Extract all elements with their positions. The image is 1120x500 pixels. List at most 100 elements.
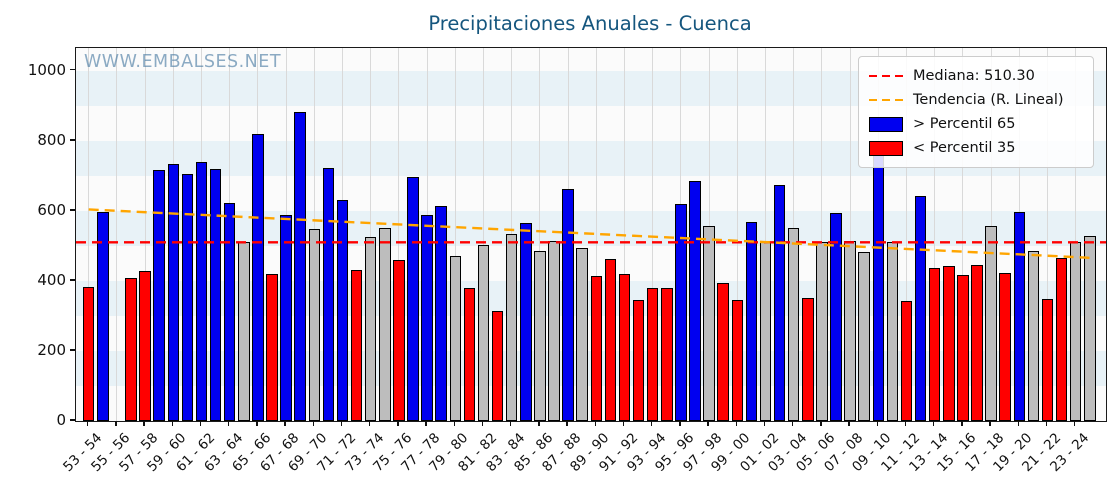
bar-06-07	[830, 212, 842, 421]
legend: Mediana: 510.30 Tendencia (R. Lineal) > …	[858, 56, 1094, 168]
xtick-mark-75-76	[397, 421, 399, 426]
bar-92-93	[632, 299, 645, 421]
ytick-mark-0	[70, 419, 75, 421]
bar-79-80	[449, 256, 462, 421]
ytick-mark-200	[70, 349, 75, 351]
bar-93-94	[646, 288, 659, 421]
bar-23-24	[1069, 241, 1082, 421]
bar-08-09	[858, 251, 870, 421]
xtick-mark-59-60	[171, 421, 173, 426]
bar-53-54	[82, 287, 95, 421]
xtick-mark-17-18	[989, 421, 991, 426]
bar-95-96	[675, 203, 687, 421]
chart-title: Precipitaciones Anuales - Cuenca	[428, 12, 752, 35]
bar-61-62	[195, 161, 208, 421]
bar-91-92	[618, 273, 631, 421]
xtick-mark-15-16	[961, 421, 963, 426]
xtick-mark-07-08	[848, 421, 850, 426]
bar-72-73	[350, 269, 363, 421]
bar-98-99	[717, 283, 729, 421]
bar-66-67	[266, 273, 278, 421]
watermark: WWW.EMBALSES.NET	[84, 52, 282, 72]
bar-03-04	[787, 228, 800, 421]
ytick-label-600: 600	[37, 200, 66, 219]
bar-99-00	[731, 299, 744, 421]
bar-84-85	[520, 222, 532, 421]
xtick-mark-21-22	[1045, 421, 1048, 426]
bar-96-97	[689, 180, 701, 421]
bar-62-63	[209, 168, 222, 421]
bar-01-02	[759, 242, 772, 421]
bar-63-64	[223, 203, 236, 421]
ytick-label-1000: 1000	[27, 60, 66, 79]
ytick-mark-800	[70, 139, 75, 141]
bar-58-59	[153, 170, 165, 421]
xtick-mark-05-06	[820, 421, 822, 426]
bar-56-57	[125, 278, 137, 421]
ytick-label-0: 0	[56, 411, 66, 429]
legend-trend-label: Tendencia (R. Lineal)	[913, 92, 1064, 108]
red-patch-sample	[869, 140, 903, 156]
gridline-55-56	[116, 48, 118, 421]
xtick-mark-23-24	[1074, 421, 1076, 426]
bar-21-22	[1041, 299, 1054, 421]
xtick-mark-97-98	[707, 421, 709, 426]
bar-22-23	[1055, 258, 1068, 421]
legend-above-label: > Percentil 65	[913, 116, 1016, 132]
xtick-mark-91-92	[622, 421, 625, 426]
bar-65-66	[252, 133, 264, 421]
ytick-mark-400	[70, 279, 75, 281]
bar-80-81	[463, 288, 476, 421]
bar-97-98	[703, 225, 715, 421]
bar-02-03	[773, 184, 786, 421]
xtick-mark-01-02	[763, 421, 766, 426]
bar-81-82	[477, 244, 490, 421]
bar-73-74	[364, 237, 377, 421]
bar-59-60	[167, 163, 180, 421]
bar-18-19	[999, 272, 1011, 421]
xtick-mark-53-54	[87, 421, 89, 426]
bar-68-69	[294, 111, 306, 421]
xtick-mark-73-74	[369, 421, 371, 426]
legend-item-trend: Tendencia (R. Lineal)	[869, 88, 1083, 112]
xtick-mark-83-84	[510, 421, 512, 426]
xtick-mark-71-72	[340, 421, 343, 426]
bar-15-16	[957, 274, 969, 421]
ytick-label-200: 200	[37, 340, 66, 359]
xtick-mark-11-12	[904, 421, 907, 426]
bar-67-68	[280, 215, 292, 421]
xtick-mark-65-66	[256, 421, 258, 426]
bar-12-13	[914, 196, 927, 421]
ytick-mark-600	[70, 209, 75, 211]
bar-00-01	[745, 221, 758, 421]
bar-75-76	[393, 259, 405, 421]
bar-78-79	[435, 206, 447, 421]
legend-item-median: Mediana: 510.30	[869, 64, 1083, 88]
xtick-mark-77-78	[425, 421, 427, 426]
xtick-mark-13-14	[933, 421, 935, 426]
bar-19-20	[1013, 211, 1026, 421]
legend-median-label: Mediana: 510.30	[913, 68, 1035, 84]
xtick-mark-09-10	[876, 421, 878, 426]
xtick-mark-69-70	[312, 421, 314, 426]
xtick-mark-99-00	[735, 421, 737, 426]
xtick-mark-93-94	[651, 421, 653, 426]
xtick-mark-55-56	[115, 421, 117, 426]
bar-76-77	[407, 176, 419, 421]
xtick-mark-95-96	[679, 421, 681, 426]
xtick-mark-81-82	[481, 421, 484, 426]
xtick-mark-85-86	[538, 421, 540, 426]
bar-89-90	[590, 276, 603, 421]
bar-88-89	[576, 247, 588, 421]
bar-69-70	[308, 229, 321, 421]
bar-24-25	[1084, 236, 1096, 421]
bar-14-15	[943, 266, 955, 421]
xtick-mark-89-90	[594, 421, 596, 426]
bar-87-88	[562, 189, 574, 421]
bar-20-21	[1027, 250, 1040, 421]
bar-57-58	[139, 271, 151, 421]
xtick-mark-19-20	[1017, 421, 1019, 426]
bar-74-75	[379, 227, 391, 421]
bar-82-83	[491, 311, 504, 421]
bar-94-95	[661, 288, 673, 421]
